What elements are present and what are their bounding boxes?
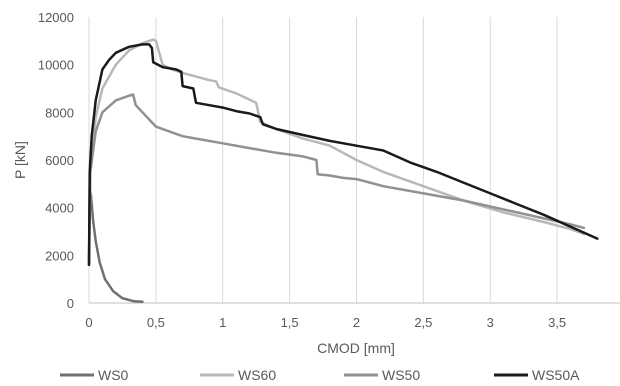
- legend-label-ws50: WS50: [382, 367, 420, 383]
- x-tick-labels: 0 0,5 1 1,5 2 2,5 3 3,5: [85, 315, 566, 330]
- y-tick-label: 4000: [45, 201, 74, 216]
- legend-label-ws60: WS60: [238, 367, 276, 383]
- y-axis-title: P [kN]: [12, 141, 28, 179]
- x-tick-label: 2,5: [414, 315, 432, 330]
- x-tick-label: 0: [85, 315, 92, 330]
- series-lines: [87, 38, 599, 304]
- y-tick-label: 8000: [45, 105, 74, 120]
- legend-label-ws50a: WS50A: [532, 367, 580, 383]
- y-tick-label: 6000: [45, 153, 74, 168]
- x-tick-label: 2: [353, 315, 360, 330]
- x-tick-label: 3: [487, 315, 494, 330]
- y-tick-label: 12000: [38, 10, 74, 25]
- y-tick-label: 0: [67, 296, 74, 311]
- y-tick-label: 2000: [45, 248, 74, 263]
- x-tick-label: 1: [219, 315, 226, 330]
- y-tick-labels: 0 2000 4000 6000 8000 10000 12000: [38, 10, 74, 311]
- x-tick-label: 0,5: [147, 315, 165, 330]
- legend: WS0 WS60 WS50 WS50A: [60, 367, 580, 383]
- series-line-ws50: [87, 93, 586, 264]
- x-axis-title: CMOD [mm]: [317, 340, 395, 356]
- x-tick-label: 3,5: [548, 315, 566, 330]
- series-line-ws0: [87, 187, 144, 304]
- series-line-ws60: [87, 38, 586, 262]
- x-tick-label: 1,5: [281, 315, 299, 330]
- series-line-ws50a: [87, 43, 599, 267]
- y-tick-label: 10000: [38, 58, 74, 73]
- legend-label-ws0: WS0: [98, 367, 129, 383]
